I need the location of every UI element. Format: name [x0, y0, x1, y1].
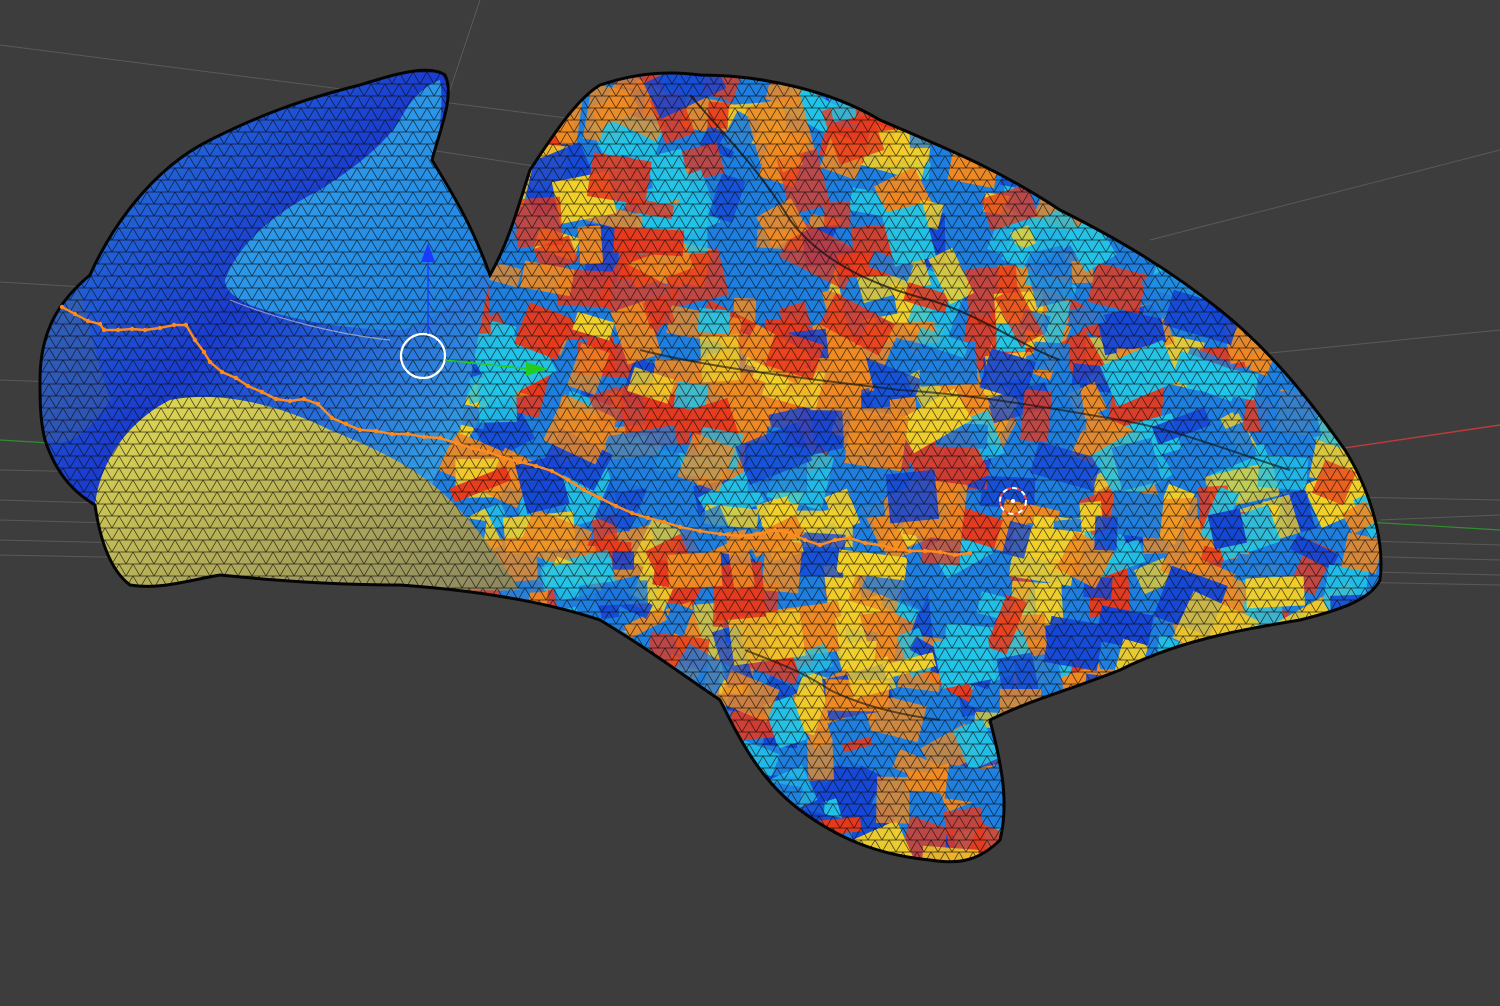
path-vertex[interactable]	[817, 542, 823, 548]
path-vertex[interactable]	[937, 549, 943, 555]
path-vertex[interactable]	[453, 440, 459, 446]
path-vertex[interactable]	[517, 459, 523, 465]
path-vertex[interactable]	[967, 550, 973, 556]
path-vertex[interactable]	[233, 375, 239, 381]
path-vertex[interactable]	[329, 415, 335, 421]
path-vertex[interactable]	[922, 548, 928, 554]
path-vertex[interactable]	[259, 389, 265, 395]
path-vertex[interactable]	[287, 398, 293, 404]
path-vertex[interactable]	[343, 421, 349, 427]
selected-vertex-path[interactable]	[59, 304, 973, 558]
path-vertex[interactable]	[862, 540, 868, 546]
sulcus-fold	[689, 94, 1061, 361]
path-vertex[interactable]	[772, 527, 778, 533]
path-vertex[interactable]	[59, 304, 65, 310]
path-vertex[interactable]	[613, 503, 619, 509]
path-vertex[interactable]	[717, 531, 723, 537]
path-vertex[interactable]	[72, 311, 78, 317]
path-vertex[interactable]	[787, 530, 793, 536]
path-vertex[interactable]	[661, 519, 667, 525]
crosshair-icon[interactable]	[999, 487, 1027, 515]
path-vertex[interactable]	[389, 431, 395, 437]
path-vertex[interactable]	[952, 552, 958, 558]
path-vertex[interactable]	[85, 318, 91, 324]
path-vertex[interactable]	[469, 445, 475, 451]
path-vertex[interactable]	[907, 548, 913, 554]
arrow-up-icon[interactable]	[421, 243, 435, 262]
arrow-right-icon[interactable]	[444, 359, 531, 370]
path-vertex[interactable]	[645, 515, 651, 521]
path-vertex[interactable]	[357, 427, 363, 433]
path-vertex[interactable]	[629, 510, 635, 516]
path-vertex[interactable]	[437, 435, 443, 441]
path-vertex[interactable]	[581, 487, 587, 493]
path-vertex[interactable]	[549, 468, 555, 474]
path-vertex[interactable]	[533, 463, 539, 469]
path-vertex[interactable]	[115, 327, 121, 333]
path-vertex[interactable]	[171, 322, 177, 328]
path-vertex[interactable]	[142, 327, 148, 333]
path-vertex[interactable]	[501, 455, 507, 461]
path-vertex[interactable]	[315, 401, 321, 407]
path-vertex[interactable]	[183, 322, 189, 328]
path-vertex[interactable]	[207, 359, 213, 365]
path-vertex[interactable]	[757, 531, 763, 537]
path-vertex[interactable]	[219, 369, 225, 375]
path-vertex[interactable]	[192, 337, 198, 343]
sulcus-fold	[744, 649, 941, 721]
grid-line	[1149, 149, 1500, 241]
path-vertex[interactable]	[157, 325, 163, 331]
path-vertex[interactable]	[405, 431, 411, 437]
path-vertex[interactable]	[129, 326, 135, 332]
path-vertex[interactable]	[565, 477, 571, 483]
path-vertex[interactable]	[832, 537, 838, 543]
grid-line	[1379, 514, 1500, 521]
path-vertex[interactable]	[677, 524, 683, 530]
path-vertex[interactable]	[245, 383, 251, 389]
path-vertex[interactable]	[737, 533, 743, 539]
path-vertex[interactable]	[877, 542, 883, 548]
circle-outline-icon[interactable]	[399, 332, 447, 380]
path-vertex[interactable]	[421, 434, 427, 440]
path-vertex[interactable]	[373, 428, 379, 434]
sulcus-fold	[639, 349, 1291, 471]
path-vertex[interactable]	[101, 327, 107, 333]
sulcus-fold	[229, 299, 391, 341]
arrow-right-icon[interactable]	[526, 362, 548, 376]
path-vertex[interactable]	[273, 396, 279, 402]
path-vertex[interactable]	[697, 528, 703, 534]
path-vertex[interactable]	[97, 321, 103, 327]
path-vertex[interactable]	[847, 535, 853, 541]
path-vertex[interactable]	[485, 449, 491, 455]
path-vertex[interactable]	[802, 537, 808, 543]
transform-gizmo[interactable]	[399, 243, 548, 380]
grid-line	[0, 44, 621, 126]
3d-cursor[interactable]	[999, 487, 1027, 515]
path-vertex[interactable]	[892, 546, 898, 552]
path-vertex[interactable]	[597, 495, 603, 501]
path-vertex[interactable]	[201, 349, 207, 355]
path-vertex[interactable]	[301, 396, 307, 402]
